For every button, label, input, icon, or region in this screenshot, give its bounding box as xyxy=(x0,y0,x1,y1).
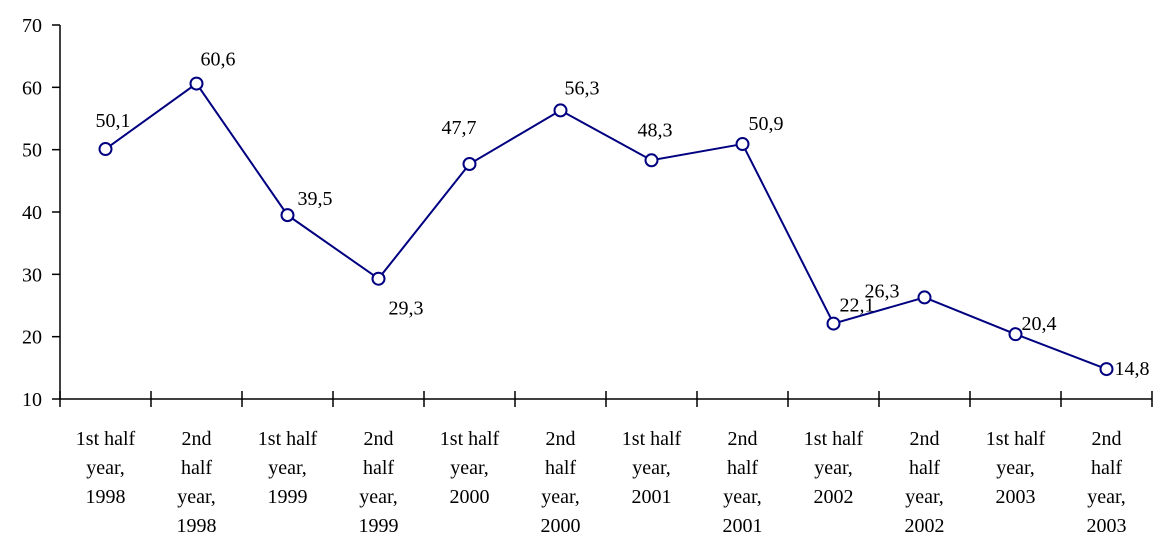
x-tick-label: 1st half year, 1998 xyxy=(76,428,136,508)
y-tick-label: 30 xyxy=(22,264,42,286)
x-tick-label: 2nd half year, 1998 xyxy=(177,428,217,537)
y-tick-label: 70 xyxy=(22,15,42,37)
marker xyxy=(462,157,477,172)
data-label: 50,1 xyxy=(96,110,131,132)
y-tick-label: 10 xyxy=(22,389,42,411)
marker xyxy=(644,153,659,168)
x-tick-label: 1st half year, 2000 xyxy=(440,428,500,508)
data-label: 39,5 xyxy=(298,188,333,210)
line xyxy=(104,82,1107,371)
x-tick-label: 1st half year, 1999 xyxy=(258,428,318,508)
x-tick-label: 1st half year, 2001 xyxy=(622,428,682,508)
x-tick-label: 2nd half year, 2002 xyxy=(905,428,945,537)
x-tick-label: 2nd half year, 2001 xyxy=(723,428,763,537)
marker xyxy=(917,290,932,305)
marker xyxy=(1008,327,1023,342)
x-tick-label: 1st half year, 2002 xyxy=(804,428,864,508)
y-tick-label: 60 xyxy=(22,77,42,99)
x-tick-label: 2nd half year, 1999 xyxy=(359,428,399,537)
x-tick-label: 1st half year, 2003 xyxy=(986,428,1046,508)
y-tick-label: 50 xyxy=(22,140,42,162)
data-label: 48,3 xyxy=(638,119,673,141)
marker xyxy=(826,316,841,331)
marker xyxy=(1099,362,1114,377)
data-label: 29,3 xyxy=(389,298,424,320)
data-label: 14,8 xyxy=(1115,358,1150,380)
marker xyxy=(553,103,568,118)
data-label: 22,1 xyxy=(840,295,875,317)
data-label: 20,4 xyxy=(1022,313,1057,335)
marker xyxy=(189,76,204,91)
marker xyxy=(98,142,113,157)
data-label: 60,6 xyxy=(201,49,236,71)
y-tick-label: 20 xyxy=(22,327,42,349)
data-label: 50,9 xyxy=(749,113,784,135)
x-tick-label: 2nd half year, 2003 xyxy=(1087,428,1127,537)
marker xyxy=(371,271,386,286)
data-label: 26,3 xyxy=(865,280,900,302)
marker xyxy=(735,137,750,152)
marker xyxy=(280,208,295,223)
data-label: 56,3 xyxy=(565,77,600,99)
x-tick-label: 2nd half year, 2000 xyxy=(541,428,581,537)
y-tick-label: 40 xyxy=(22,202,42,224)
data-label: 47,7 xyxy=(442,117,477,139)
